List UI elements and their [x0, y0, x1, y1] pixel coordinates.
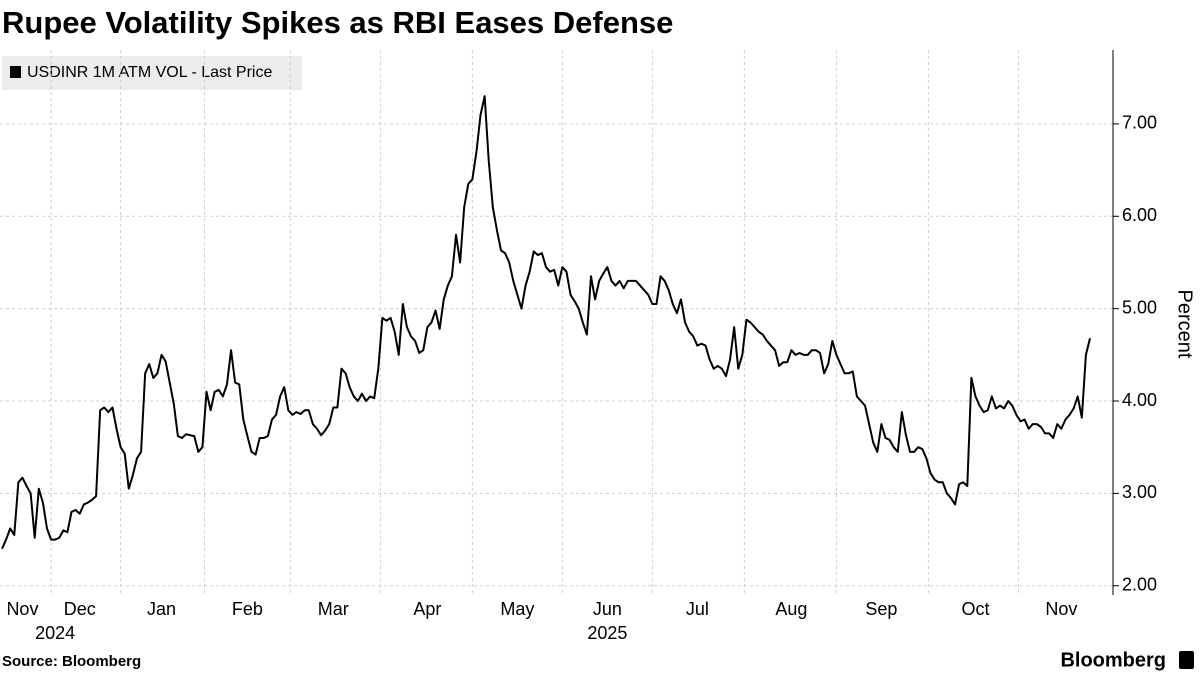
x-tick-label: Dec: [64, 599, 96, 619]
legend-label: USDINR 1M ATM VOL - Last Price: [27, 64, 272, 81]
y-tick-label: 6.00: [1122, 205, 1157, 225]
brand: Bloomberg: [1060, 649, 1166, 671]
legend-box: [2, 56, 302, 90]
x-tick-label: Mar: [318, 599, 349, 619]
x-tick-label: Jun: [593, 599, 622, 619]
x-year-label: 2025: [587, 623, 627, 643]
brand-icon: [1179, 651, 1194, 669]
x-tick-label: Nov: [6, 599, 38, 619]
source: Source: Bloomberg: [2, 653, 141, 670]
chart-title: Rupee Volatility Spikes as RBI Eases Def…: [2, 5, 673, 40]
x-tick-label: Apr: [413, 599, 441, 619]
x-tick-label: Nov: [1045, 599, 1077, 619]
legend-swatch: [10, 66, 21, 78]
x-tick-label: Aug: [775, 599, 807, 619]
y-tick-label: 4.00: [1122, 390, 1157, 410]
y-tick-label: 2.00: [1122, 575, 1157, 595]
x-tick-label: Jan: [147, 599, 176, 619]
y-tick-label: 5.00: [1122, 297, 1157, 317]
y-axis-label: Percent: [1174, 290, 1196, 359]
x-tick-label: Feb: [232, 599, 263, 619]
x-tick-label: Oct: [961, 599, 989, 619]
y-tick-label: 7.00: [1122, 113, 1157, 133]
x-tick-label: May: [500, 599, 534, 619]
x-tick-label: Sep: [865, 599, 897, 619]
series-line: [1, 95, 1091, 550]
y-tick-label: 3.00: [1122, 482, 1157, 502]
x-tick-label: Jul: [686, 599, 709, 619]
x-year-label: 2024: [35, 623, 75, 643]
